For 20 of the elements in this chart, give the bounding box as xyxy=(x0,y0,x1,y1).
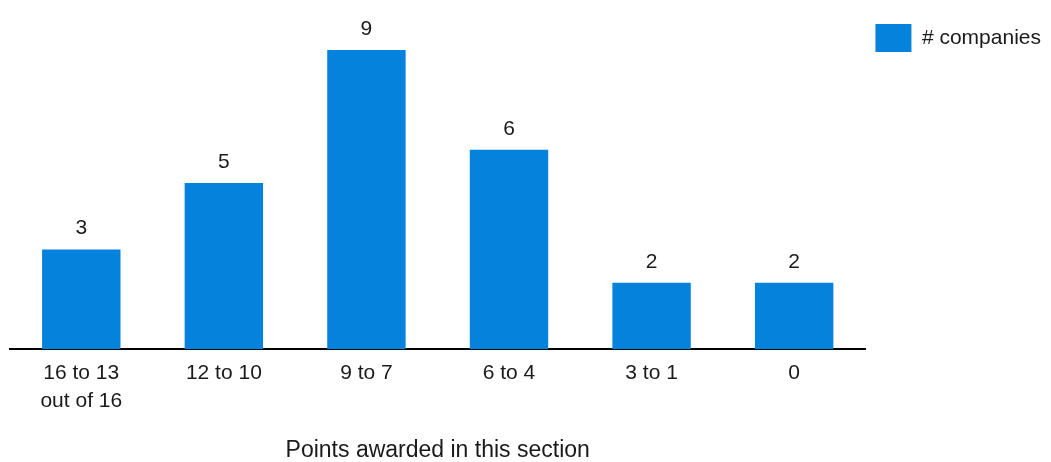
data-label: 3 xyxy=(75,215,88,239)
x-tick-label: 0 xyxy=(788,359,800,383)
data-label: 5 xyxy=(218,148,230,172)
legend-label: # companies xyxy=(921,24,1042,48)
bar xyxy=(42,249,121,350)
bar xyxy=(754,282,834,350)
data-label: 6 xyxy=(503,115,515,139)
bar xyxy=(469,149,549,350)
bar xyxy=(612,282,691,350)
bar xyxy=(327,49,406,350)
x-tick-label: 16 to 13 out of 16 xyxy=(40,359,123,411)
x-tick-label: 6 to 4 xyxy=(482,359,536,383)
x-tick-label: 12 to 10 xyxy=(185,359,262,383)
x-tick-label: 3 to 1 xyxy=(625,359,678,383)
data-label: 2 xyxy=(645,248,658,272)
data-label: 9 xyxy=(360,15,373,39)
x-axis-title: Points awarded in this section xyxy=(285,435,590,462)
x-tick-label: 9 to 7 xyxy=(340,359,393,383)
data-label: 2 xyxy=(788,248,800,272)
bar xyxy=(184,182,264,350)
